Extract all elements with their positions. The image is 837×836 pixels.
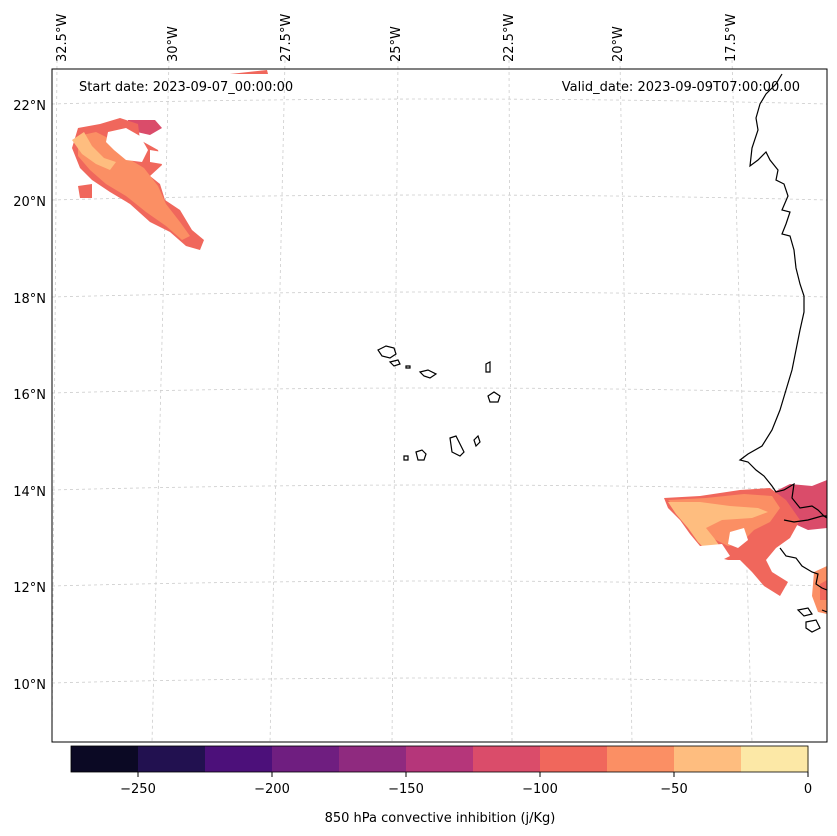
island-sao-vicente (388, 359, 401, 367)
parallel-12n (51, 580, 828, 587)
cin-area-senegal-gambia (664, 480, 827, 614)
lon-tick-labels: 32.5°W 30°W 27.5°W 25°W 22.5°W 20°W 17.5… (55, 14, 739, 62)
colorbar-segment (138, 746, 206, 772)
colorbar-tick-label: −150 (388, 782, 424, 797)
lon-label: 27.5°W (279, 14, 294, 62)
lat-label: 18°N (13, 292, 46, 307)
island-santa-luzia (405, 365, 411, 369)
cin-patch (228, 70, 268, 74)
meridian-27-5w (269, 59, 286, 743)
lon-label: 30°W (166, 26, 181, 62)
colorbar-segment (71, 746, 139, 772)
parallel-20n (51, 194, 828, 201)
lat-label: 12°N (13, 581, 46, 596)
parallel-10n (51, 677, 828, 684)
lat-label: 20°N (13, 195, 46, 210)
cin-patch (812, 566, 827, 614)
lon-label: 32.5°W (55, 14, 70, 62)
lat-label: 16°N (13, 388, 46, 403)
colorbar (71, 746, 809, 772)
lat-tick-labels: 22°N 20°N 18°N 16°N 14°N 12°N 10°N (13, 99, 46, 693)
meridian-32-5w (51, 59, 58, 743)
cin-hole (150, 150, 162, 164)
colorbar-segment (674, 746, 742, 772)
meridian-20w (619, 59, 633, 743)
cin-patch (820, 580, 827, 600)
island-sao-nicolau (418, 369, 438, 379)
cin-patch (668, 502, 768, 556)
island-boa-vista (487, 391, 501, 403)
guinea-bissau-coast (779, 547, 828, 591)
parallel-16n (51, 387, 828, 394)
cin-area-northwest (72, 70, 268, 250)
cin-hole (700, 544, 730, 562)
colorbar-ticks (137, 772, 809, 777)
island-maio (473, 434, 481, 448)
colorbar-tick-label: −200 (254, 782, 290, 797)
parallel-14n (51, 484, 828, 491)
island-santo-antao (377, 345, 397, 359)
cin-hole (106, 128, 148, 162)
colorbar-segment (205, 746, 273, 772)
colorbar-segment (741, 746, 809, 772)
lon-label: 20°W (611, 26, 626, 62)
colorbar-segment (473, 746, 541, 772)
colorbar-tick-labels: −250 −200 −150 −100 −50 0 (120, 782, 812, 797)
lat-label: 22°N (13, 99, 46, 114)
cin-patch (78, 184, 92, 198)
cin-patch (72, 132, 116, 170)
start-date-label: Start date: 2023-09-07_00:00:00 (79, 80, 293, 95)
cin-hole (728, 528, 748, 548)
gambia-river (783, 515, 827, 523)
lon-label: 17.5°W (724, 14, 739, 62)
meridian-25w (391, 59, 399, 743)
colorbar-segment (406, 746, 474, 772)
meridian-17-5w (731, 59, 753, 743)
lat-label: 14°N (13, 485, 46, 500)
island-santiago (449, 435, 465, 457)
map-frame (51, 68, 828, 743)
valid-date-label: Valid_date: 2023-09-09T07:00:00.00 (562, 80, 800, 95)
colorbar-tick-label: −250 (120, 782, 156, 797)
island-sal (485, 361, 491, 373)
lon-label: 22.5°W (502, 14, 517, 62)
guinea-bissau-islands (796, 607, 828, 633)
parallel-22n (51, 98, 828, 105)
colorbar-tick-label: 0 (804, 782, 812, 797)
parallel-18n (51, 291, 828, 298)
colorbar-segment (339, 746, 407, 772)
colorbar-segment (607, 746, 675, 772)
colorbar-tick-label: −100 (522, 782, 558, 797)
coastlines (377, 73, 828, 633)
colorbar-frame (70, 745, 809, 773)
africa-coastline (738, 73, 828, 519)
colorbar-label: 850 hPa convective inhibition (j/Kg) (325, 811, 556, 826)
colorbar-tick-label: −50 (660, 782, 687, 797)
colorbar-segment (272, 746, 340, 772)
meridian-22-5w (508, 59, 513, 743)
lat-label: 10°N (13, 678, 46, 693)
island-fogo (415, 449, 427, 461)
colorbar-segment (540, 746, 608, 772)
lon-label: 25°W (389, 26, 404, 62)
island-brava (403, 455, 409, 461)
gridlines (51, 59, 828, 743)
